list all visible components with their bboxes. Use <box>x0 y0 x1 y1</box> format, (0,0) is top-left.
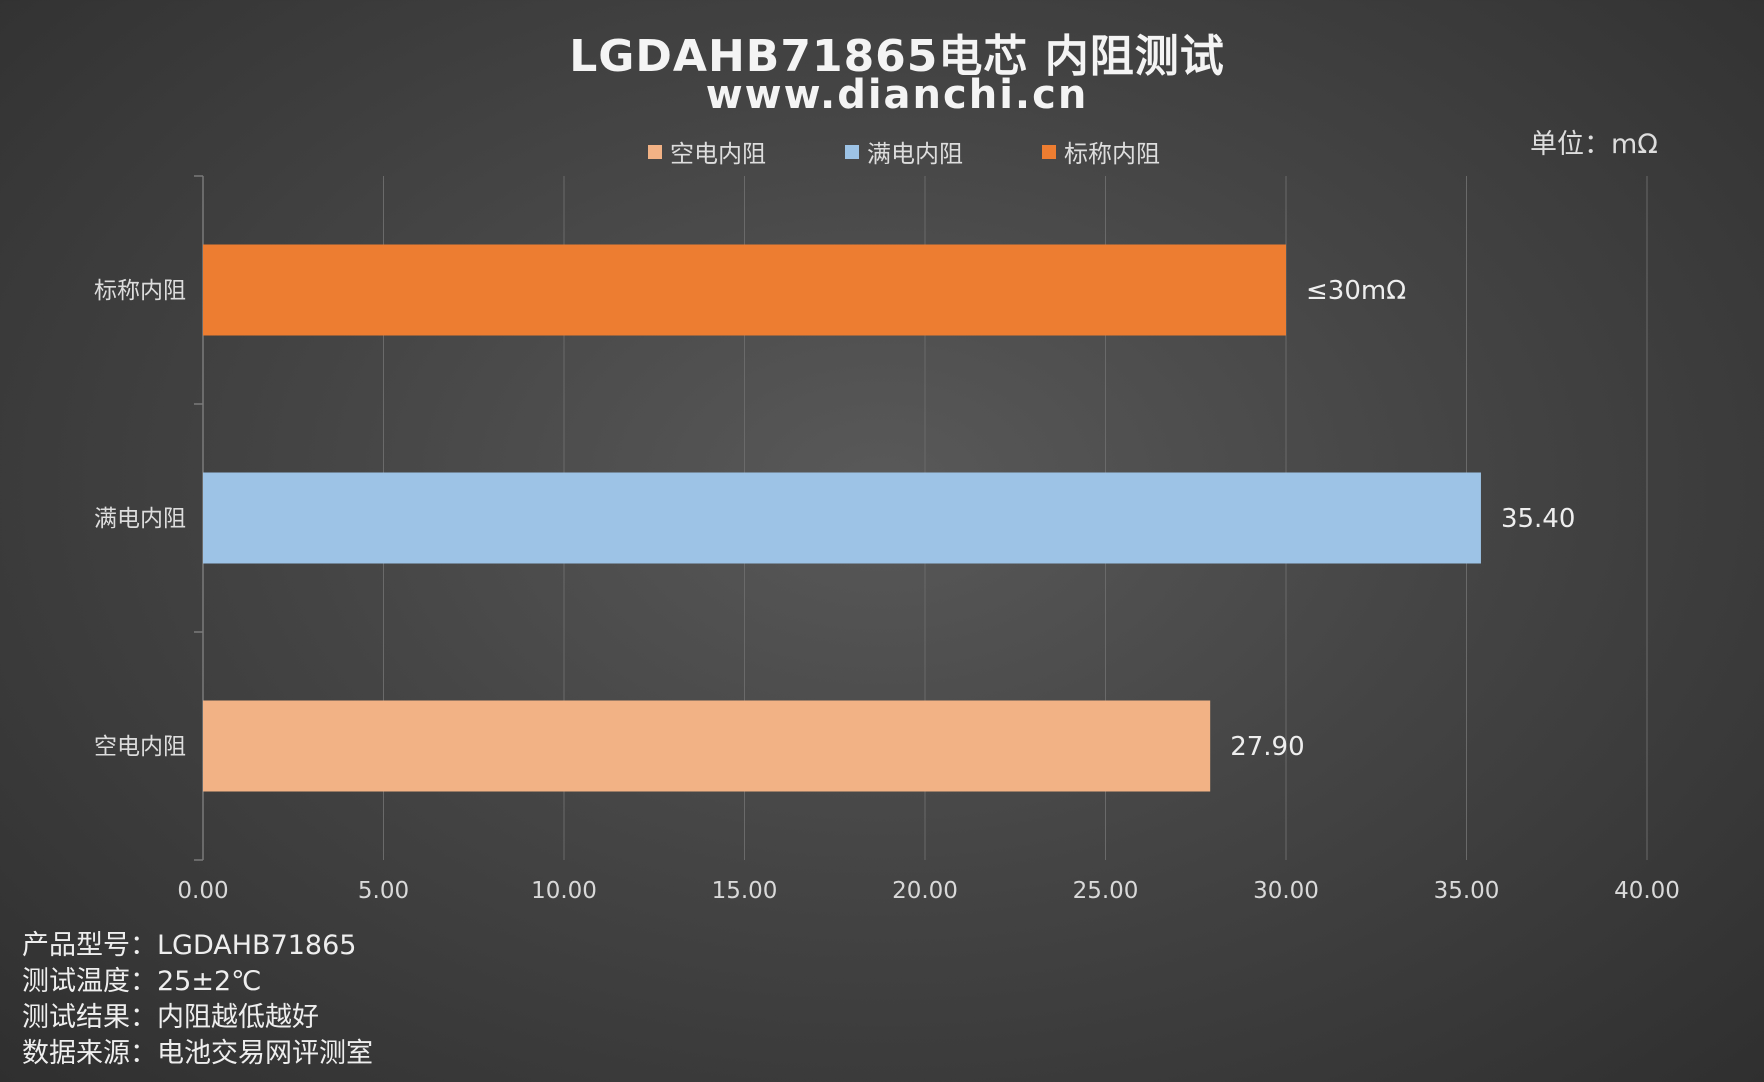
bar <box>203 700 1211 792</box>
y-category-label: 空电内阻 <box>94 734 186 760</box>
x-tick-label: 5.00 <box>358 878 409 904</box>
x-tick-label: 30.00 <box>1253 878 1319 904</box>
footer-product-model: 产品型号：LGDAHB71865 <box>22 930 357 961</box>
footer-test-temperature: 测试温度：25±2℃ <box>22 966 262 997</box>
chart-title: LGDAHB71865电芯 内阻测试 <box>569 31 1225 82</box>
footer-data-source: 数据来源：电池交易网评测室 <box>22 1038 373 1069</box>
legend-item-empty: 空电内阻 <box>648 134 766 169</box>
legend-item-nominal: 标称内阻 <box>1042 134 1160 169</box>
legend-swatch-nominal <box>1042 144 1056 159</box>
legend-label-empty: 空电内阻 <box>670 140 766 168</box>
y-category-label: 满电内阻 <box>94 506 186 532</box>
data-label: 27.90 <box>1230 732 1304 762</box>
legend-label-nominal: 标称内阻 <box>1064 140 1160 168</box>
bar-chart: 0.00 5.00 10.00 15.00 20.00 25.00 30.00 35.00 40… <box>94 175 1680 904</box>
x-tick-label: 25.00 <box>1073 878 1139 904</box>
footer-test-result: 测试结果：内阻越低越好 <box>22 1002 319 1033</box>
unit-label: 单位：mΩ <box>1530 129 1658 160</box>
footer-notes: 产品型号：LGDAHB71865 测试温度：25±2℃ 测试结果：内阻越低越好 … <box>22 928 373 1072</box>
legend-item-full: 满电内阻 <box>845 134 963 169</box>
legend-label-full: 满电内阻 <box>867 140 963 168</box>
x-tick-label: 15.00 <box>712 878 778 904</box>
bar <box>203 472 1481 564</box>
data-label: ≤30mΩ <box>1306 276 1406 306</box>
data-label: 35.40 <box>1501 504 1575 534</box>
x-tick-label: 35.00 <box>1434 878 1500 904</box>
legend: 空电内阻 满电内阻 标称内阻 <box>0 134 1764 169</box>
chart-subtitle: www.dianchi.cn <box>705 72 1089 118</box>
y-category-label: 标称内阻 <box>94 278 186 304</box>
legend-swatch-empty <box>648 144 662 159</box>
x-tick-label: 10.00 <box>531 878 597 904</box>
x-tick-label: 0.00 <box>177 878 228 904</box>
x-tick-label: 40.00 <box>1614 878 1680 904</box>
legend-swatch-full <box>845 144 859 159</box>
x-tick-label: 20.00 <box>892 878 958 904</box>
bar <box>203 244 1286 336</box>
